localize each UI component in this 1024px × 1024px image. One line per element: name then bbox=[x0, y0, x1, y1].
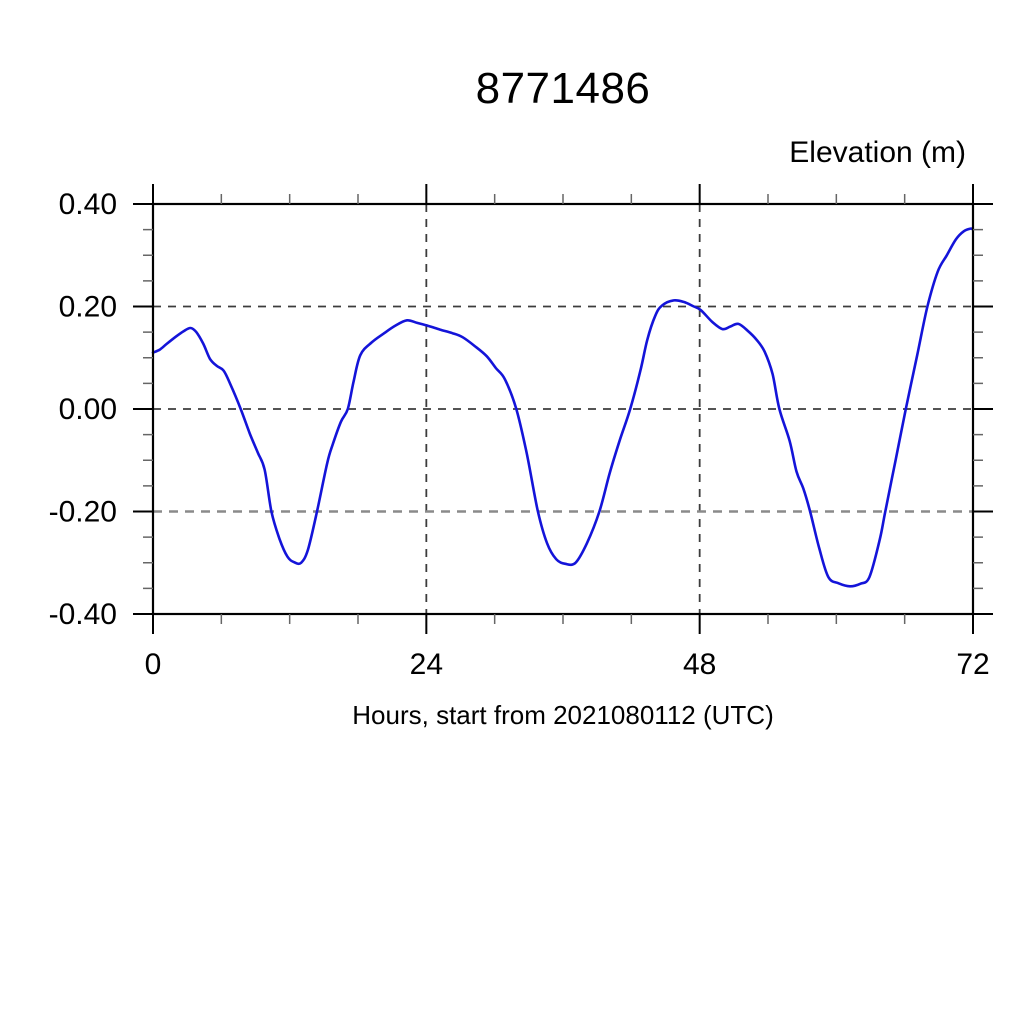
x-axis-label: Hours, start from 2021080112 (UTC) bbox=[352, 700, 774, 730]
series-group bbox=[151, 227, 975, 588]
axis-ticks bbox=[133, 184, 993, 634]
y-tick-label: 0.40 bbox=[59, 188, 117, 221]
x-tick-label: 24 bbox=[410, 648, 443, 681]
tick-labels: 0 24 48 72 -0.40 -0.20 0.00 0.20 0.40 bbox=[49, 188, 990, 681]
y-axis-unit-label: Elevation (m) bbox=[789, 136, 966, 169]
chart-title: 8771486 bbox=[475, 64, 651, 113]
x-tick-label: 48 bbox=[683, 648, 716, 681]
y-tick-label: 0.20 bbox=[59, 291, 117, 324]
tide-curve bbox=[151, 227, 975, 588]
y-tick-label: -0.20 bbox=[49, 496, 117, 529]
y-tick-label: -0.40 bbox=[49, 598, 117, 631]
x-tick-label: 72 bbox=[956, 648, 989, 681]
x-tick-label: 0 bbox=[145, 648, 162, 681]
y-tick-label: 0.00 bbox=[59, 393, 117, 426]
gridlines bbox=[153, 203, 973, 614]
